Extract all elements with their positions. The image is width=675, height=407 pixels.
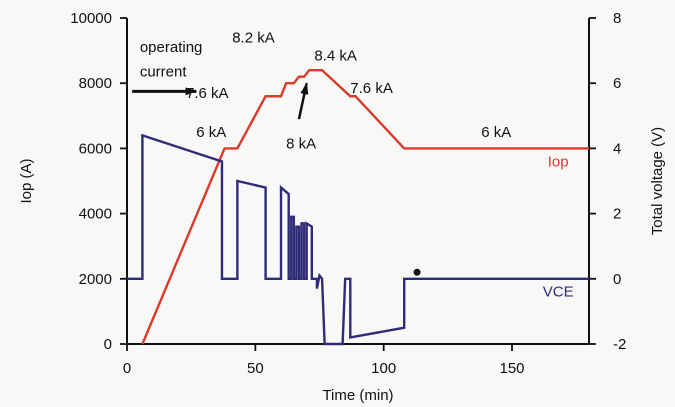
right-y-axis-title: Total voltage (V) [649,127,666,235]
vce-series-label: VCE [543,284,574,301]
iop-series-line [141,68,589,345]
annotation-label: operating [140,39,203,56]
x-axis-tick-label: 0 [123,360,131,377]
right-y-axis-tick-label: 2 [613,206,621,223]
series-layer [127,68,589,346]
right-y-axis-tick-label: 6 [613,75,621,92]
left-y-axis-tick-label: 10000 [70,10,112,27]
data-marker-dot [413,268,421,276]
left-y-axis-tick-label: 2000 [79,271,112,288]
annotation-label: 8.2 kA [232,29,275,46]
annotation-label: 8 kA [286,135,316,152]
right-y-axis-tick-label: 0 [613,271,621,288]
annotation-label: 7.6 kA [350,80,393,97]
right-y-axis-tick-label: -2 [613,336,626,353]
left-y-axis-tick-label: 4000 [79,206,112,223]
annotation-label: 8.4 kA [314,47,357,64]
x-axis-tick-label: 50 [247,360,264,377]
annotation-label: 6 kA [196,124,226,141]
left-y-axis-tick-label: 8000 [79,75,112,92]
left-y-axis-tick-label: 6000 [79,140,112,157]
x-axis-tick-label: 100 [371,360,396,377]
x-axis-title: Time (min) [322,387,393,404]
left-y-axis-tick-label: 0 [104,336,112,353]
left-y-axis-title: Iop (A) [18,158,35,203]
x-axis-tick-label: 150 [499,360,524,377]
axis-layer: 0 50 100 150 0 2000 4000 6000 8000 10000 -2 0 2 4 6 8 Ti… [18,10,666,404]
annotation-label: 7.6 kA [186,85,229,102]
annotation-label: current [140,64,188,81]
annotation-layer: Iop VCE operating current 7.6 kA 6 kA 8.2 kA 8.… [132,29,574,301]
right-y-axis-tick-label: 4 [613,140,621,157]
right-y-axis-tick-label: 8 [613,10,621,27]
8ka-pointer [297,82,309,120]
iop-series-label: Iop [548,153,569,170]
vce-series-line [127,133,589,346]
annotation-label: 6 kA [481,124,511,141]
